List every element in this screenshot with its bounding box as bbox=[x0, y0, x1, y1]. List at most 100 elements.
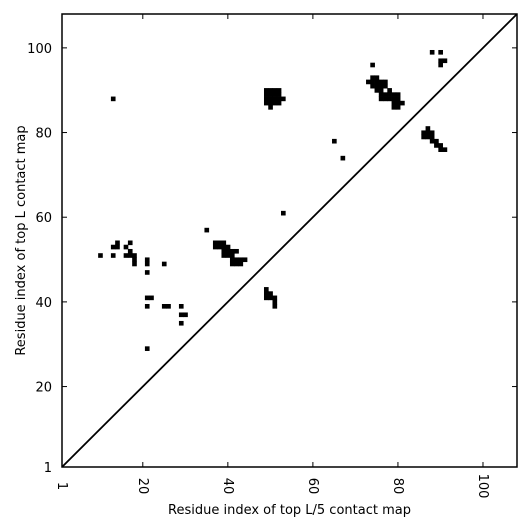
x-tick-label: 60 bbox=[305, 478, 320, 495]
contact-cell bbox=[221, 253, 227, 258]
y-tick-label: 80 bbox=[35, 127, 52, 142]
contact-cell bbox=[272, 96, 278, 102]
contact-cell bbox=[366, 79, 371, 85]
y-tick-label: 60 bbox=[35, 211, 52, 226]
contact-cell bbox=[263, 96, 269, 102]
contact-cell bbox=[421, 130, 426, 136]
y-tick-label: 40 bbox=[35, 296, 52, 311]
contact-cell bbox=[395, 105, 401, 110]
contact-cell bbox=[144, 295, 150, 301]
contact-cell bbox=[425, 126, 431, 131]
contact-cell bbox=[395, 92, 401, 97]
contact-cell bbox=[429, 134, 435, 140]
contact-cell bbox=[268, 100, 273, 106]
plot-frame bbox=[61, 13, 518, 468]
contact-cell bbox=[263, 291, 269, 296]
contact-cell bbox=[383, 92, 388, 97]
contact-cell bbox=[378, 79, 384, 85]
contact-cell bbox=[217, 240, 222, 246]
contact-cell bbox=[429, 130, 435, 136]
contact-cell bbox=[391, 100, 397, 106]
contact-cell bbox=[144, 270, 150, 275]
contact-cell bbox=[178, 320, 184, 326]
contact-cell bbox=[391, 92, 397, 97]
contact-cell bbox=[144, 304, 150, 309]
contact-cell bbox=[378, 88, 384, 93]
contact-cell bbox=[272, 88, 278, 93]
contact-cell bbox=[400, 100, 405, 106]
contact-cell bbox=[212, 240, 218, 246]
contact-cell bbox=[225, 244, 231, 250]
contact-cell bbox=[438, 49, 443, 55]
x-tick-label: 100 bbox=[475, 474, 490, 499]
contact-cell bbox=[370, 75, 375, 81]
contact-cells bbox=[98, 49, 448, 351]
contact-cell bbox=[276, 88, 282, 93]
contact-cell bbox=[370, 83, 375, 89]
contact-cell bbox=[263, 100, 269, 106]
contact-cell bbox=[234, 248, 239, 254]
contact-cell bbox=[332, 138, 337, 144]
contact-cell bbox=[391, 105, 397, 110]
contact-cell bbox=[378, 96, 384, 102]
contact-cell bbox=[387, 92, 392, 97]
contact-cell bbox=[378, 83, 384, 89]
contact-cell bbox=[374, 79, 380, 85]
contact-cell bbox=[229, 248, 235, 254]
contact-cell bbox=[242, 257, 248, 263]
contact-cell bbox=[110, 244, 116, 250]
contact-cell bbox=[238, 257, 244, 263]
contact-cell bbox=[370, 62, 375, 68]
contact-cell bbox=[395, 96, 401, 102]
contact-cell bbox=[221, 248, 227, 254]
contact-cell bbox=[217, 244, 222, 250]
diagonal-line bbox=[61, 13, 518, 468]
contact-cell bbox=[272, 299, 278, 305]
y-tick-label: 20 bbox=[35, 381, 52, 396]
contact-cell bbox=[383, 83, 388, 89]
contact-cell bbox=[110, 253, 116, 258]
contact-cell bbox=[421, 134, 426, 140]
contact-cell bbox=[98, 253, 103, 258]
contact-cell bbox=[276, 100, 282, 106]
contact-cell bbox=[144, 257, 150, 263]
contact-cell bbox=[387, 88, 392, 93]
contact-cell bbox=[229, 257, 235, 263]
contact-cell bbox=[115, 240, 120, 246]
contact-cell bbox=[438, 58, 443, 64]
contact-cell bbox=[127, 253, 133, 258]
contact-cell bbox=[272, 295, 278, 301]
contact-cell bbox=[204, 227, 210, 233]
contact-cell bbox=[268, 295, 273, 301]
contact-cell bbox=[268, 291, 273, 296]
y-axis-ticks: 1 20 40 60 80 100 bbox=[27, 42, 517, 476]
contact-cell bbox=[178, 304, 184, 309]
contact-cell bbox=[225, 248, 231, 254]
contact-cell bbox=[374, 83, 380, 89]
contact-cell bbox=[429, 49, 435, 55]
contact-cell bbox=[434, 143, 439, 148]
contact-cell bbox=[442, 58, 448, 64]
contact-cell bbox=[161, 304, 167, 309]
contact-cell bbox=[425, 130, 431, 136]
contact-cell bbox=[127, 240, 133, 246]
contact-cell bbox=[183, 312, 188, 318]
contact-cell bbox=[340, 155, 346, 161]
contact-cell bbox=[268, 92, 273, 97]
contact-cell bbox=[221, 240, 227, 246]
y-tick-label: 1 bbox=[44, 461, 52, 476]
contact-cell bbox=[272, 304, 278, 309]
contact-cell bbox=[115, 244, 120, 250]
contact-cell bbox=[123, 244, 129, 250]
contact-cell bbox=[387, 96, 392, 102]
contact-cell bbox=[272, 100, 278, 106]
contact-cell bbox=[123, 253, 129, 258]
x-axis-label: Residue index of top L/5 contact map bbox=[168, 503, 411, 518]
contact-cell bbox=[263, 88, 269, 93]
contact-cell bbox=[438, 143, 443, 148]
contact-cell bbox=[276, 96, 282, 102]
contact-cell bbox=[166, 304, 171, 309]
x-tick-label: 1 bbox=[54, 482, 69, 490]
contact-cell bbox=[132, 253, 137, 258]
contact-cell bbox=[370, 79, 375, 85]
